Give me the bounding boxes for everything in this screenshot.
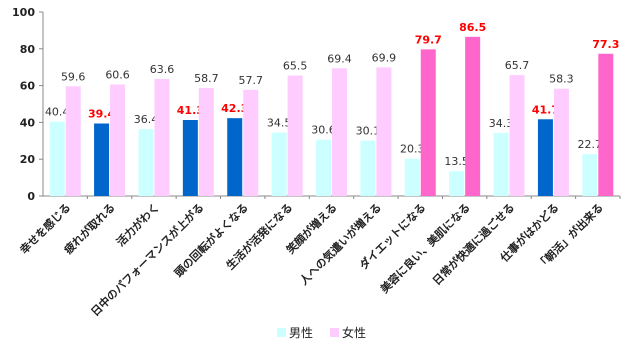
data-label-female: 58.3 <box>549 73 574 86</box>
data-label-male: 42.3 <box>221 102 248 115</box>
bar-male <box>449 171 465 196</box>
legend-swatch-female <box>330 328 339 337</box>
bar-female <box>332 68 347 196</box>
data-label-female: 86.5 <box>459 21 486 34</box>
data-label-male: 39.4 <box>88 108 115 121</box>
bar-male <box>271 132 287 196</box>
bar-female <box>198 87 214 196</box>
data-label-female: 69.4 <box>327 52 352 65</box>
bar-female <box>465 36 481 197</box>
bar-male <box>316 139 331 196</box>
category-label: 頭の回転がよくなる <box>171 200 251 280</box>
bar-male <box>582 154 598 196</box>
legend-swatch-male <box>277 328 286 337</box>
bar-female <box>598 53 614 196</box>
y-tick-label: 40 <box>20 116 36 129</box>
data-label-female: 65.5 <box>283 59 308 72</box>
bar-male <box>537 119 553 196</box>
bar-male <box>49 121 65 196</box>
bar-female <box>376 67 392 196</box>
bar-male <box>138 129 154 196</box>
y-tick-label: 20 <box>20 153 36 166</box>
bar-female <box>243 89 259 196</box>
y-tick-label: 0 <box>27 190 35 203</box>
y-tick-label: 100 <box>12 6 35 19</box>
data-label-female: 57.7 <box>238 74 263 87</box>
y-tick-label: 60 <box>20 80 36 93</box>
bar-female <box>420 49 436 196</box>
bar-male <box>182 120 198 196</box>
category-label: 日常が快適に過ごせる <box>429 200 517 288</box>
data-label-female: 65.7 <box>505 59 530 72</box>
y-tick-label: 80 <box>20 43 36 56</box>
bar-male <box>227 118 243 196</box>
bar-male <box>493 132 509 196</box>
bar-female <box>110 84 126 196</box>
data-label-male: 34.3 <box>489 117 514 130</box>
data-label-male: 41.3 <box>177 104 204 117</box>
bar-female <box>154 78 170 196</box>
legend-label-female: 女性 <box>342 325 366 340</box>
data-label-female: 58.7 <box>194 72 219 85</box>
data-label-male: 36.4 <box>134 113 159 126</box>
data-label-male: 34.5 <box>267 117 292 130</box>
data-label-female: 59.6 <box>61 70 86 83</box>
data-label-female: 79.7 <box>415 33 442 46</box>
legend-label-male: 男性 <box>289 326 313 340</box>
bar-female <box>553 88 569 196</box>
data-label-male: 22.7 <box>578 138 603 151</box>
bar-male <box>360 140 376 196</box>
data-label-female: 69.9 <box>372 51 397 64</box>
category-label: 活力がわく <box>113 200 162 249</box>
data-label-female: 77.3 <box>592 38 619 51</box>
category-label: 美容に良い、美肌になる <box>377 200 472 295</box>
data-label-male: 40.4 <box>45 106 70 119</box>
category-label: 人への気遣いが増える <box>297 200 384 287</box>
data-label-male: 30.6 <box>311 124 336 137</box>
bar-female <box>65 86 81 196</box>
bar-female <box>287 75 303 196</box>
data-label-female: 63.6 <box>150 63 175 76</box>
data-label-male: 30.1 <box>356 125 381 138</box>
data-label-male: 41.7 <box>532 103 559 116</box>
bar-female <box>509 75 525 196</box>
bar-male <box>94 123 110 196</box>
data-label-male: 13.5 <box>444 155 469 168</box>
data-label-female: 60.6 <box>105 68 130 81</box>
bar-male <box>404 158 420 196</box>
data-label-male: 20.3 <box>400 143 425 156</box>
